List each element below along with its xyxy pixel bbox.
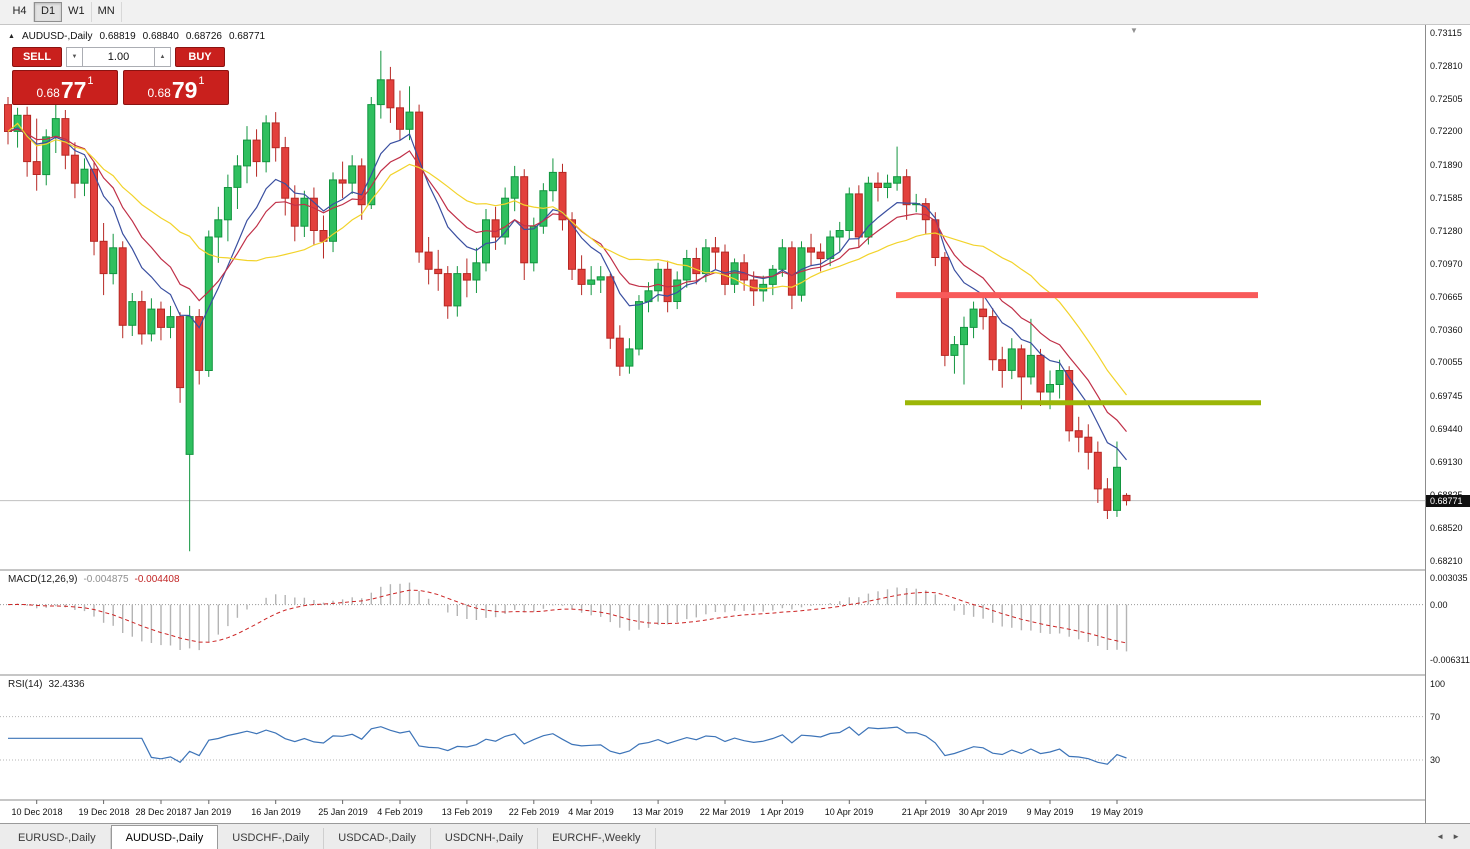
macd-header: MACD(12,26,9) -0.004875 -0.004408	[8, 574, 180, 585]
price-axis-label: 0.72200	[1430, 126, 1463, 137]
price-axis[interactable]: 0.73115 0.72810 0.72505 0.72200 0.71890 0.715…	[1425, 25, 1470, 823]
chart-tab-bar: EURUSD-,Daily AUDUSD-,Daily USDCHF-,Daily U…	[0, 823, 1470, 849]
chart-shift-marker-icon: ▼	[1130, 26, 1138, 35]
date-axis-label: 4 Mar 2019	[568, 807, 614, 817]
price-axis-label: 0.70970	[1430, 258, 1463, 269]
date-axis-label: 22 Feb 2019	[508, 807, 560, 817]
date-axis-label: 19 May 2019	[1090, 807, 1144, 817]
chart-tab-usdchf[interactable]: USDCHF-,Daily	[218, 828, 325, 849]
date-axis-label: 13 Feb 2019	[441, 807, 493, 817]
macd-axis-label: 0.003035	[1430, 573, 1468, 583]
date-axis-label: 7 Jan 2019	[186, 807, 232, 817]
price-axis-label: 0.71280	[1430, 225, 1463, 236]
timeframe-button-h4[interactable]: H4	[6, 2, 34, 22]
macd-main-value: -0.004875	[83, 574, 129, 585]
chart-tab-eurusd[interactable]: EURUSD-,Daily	[4, 828, 111, 849]
volume-decrease-icon[interactable]: ▼	[66, 47, 83, 67]
tab-scroll-arrows: ◄ ►	[1436, 832, 1470, 841]
buy-pipette: 1	[198, 75, 205, 87]
date-axis-label: 13 Mar 2019	[632, 807, 684, 817]
sell-big-figure: 0.68	[36, 86, 60, 100]
sell-button[interactable]: SELL	[12, 47, 62, 67]
chart-tab-eurchf[interactable]: EURCHF-,Weekly	[538, 828, 656, 849]
timeframe-button-d1[interactable]: D1	[34, 2, 63, 22]
buy-price-button[interactable]: 0.68 79 1	[123, 70, 229, 105]
price-axis-label: 0.70055	[1430, 357, 1463, 368]
macd-histogram	[16, 582, 1128, 652]
volume-input[interactable]	[83, 47, 154, 67]
symbol-marker-icon: ▲	[8, 33, 15, 40]
price-axis-label: 0.73115	[1430, 28, 1462, 38]
chart-window: ▲ AUDUSD-,Daily 0.68819 0.68840 0.68726 …	[0, 25, 1470, 823]
rsi-axis-label: 70	[1430, 711, 1441, 722]
chart-title: ▲ AUDUSD-,Daily 0.68819 0.68840 0.68726 …	[8, 31, 265, 42]
rsi-axis-label: 100	[1430, 679, 1446, 689]
ohlc-open: 0.68819	[99, 31, 136, 42]
date-axis-label: 1 Apr 2019	[760, 807, 804, 817]
macd-signal-line	[7, 589, 1127, 644]
rsi-value: 32.4336	[48, 679, 85, 690]
buy-button[interactable]: BUY	[175, 47, 225, 67]
date-axis-label: 30 Apr 2019	[958, 807, 1008, 817]
ohlc-high: 0.68840	[142, 31, 179, 42]
sell-price-button[interactable]: 0.68 77 1	[12, 70, 118, 105]
date-axis-label: 10 Apr 2019	[824, 807, 874, 817]
rsi-line	[8, 726, 1127, 765]
price-axis-label: 0.69440	[1430, 423, 1463, 434]
price-axis-label: 0.69745	[1430, 390, 1463, 401]
price-axis-label: 0.71585	[1430, 192, 1463, 203]
price-axis-label: 0.68825	[1430, 490, 1463, 500]
ma-lines-layer	[7, 122, 1127, 461]
sell-pipette: 1	[87, 75, 94, 87]
timeframe-button-w1[interactable]: W1	[62, 2, 92, 22]
date-axis-label: 9 May 2019	[1026, 807, 1074, 817]
candles-layer	[4, 50, 1131, 552]
macd-axis-label: -0.006311	[1430, 655, 1470, 665]
buy-pips: 79	[171, 77, 198, 104]
one-click-trading-panel: SELL ▼ ▲ BUY 0.68 77 1 0.68 79 1	[12, 47, 229, 105]
timeframe-button-mn[interactable]: MN	[92, 2, 122, 22]
price-axis-label: 0.68520	[1430, 522, 1463, 533]
date-axis-label: 4 Feb 2019	[377, 807, 423, 817]
rsi-name: RSI(14)	[8, 679, 43, 690]
price-axis-label: 0.72810	[1430, 60, 1463, 71]
buy-big-figure: 0.68	[147, 86, 171, 100]
top-toolbar: H4 D1 W1 MN	[0, 0, 1470, 25]
chart-symbol-period: AUDUSD-,Daily	[21, 31, 93, 42]
ohlc-low: 0.68726	[185, 31, 222, 42]
timeframe-buttons: H4 D1 W1 MN	[6, 2, 122, 22]
medium-ma-line	[7, 128, 1127, 432]
rsi-header: RSI(14) 32.4336	[8, 679, 85, 690]
date-axis-label: 22 Mar 2019	[699, 807, 751, 817]
date-axis-label: 19 Dec 2018	[78, 807, 130, 817]
sell-pips: 77	[60, 77, 87, 104]
chart-tab-usdcad[interactable]: USDCAD-,Daily	[324, 828, 431, 849]
price-axis-label: 0.68210	[1430, 556, 1463, 566]
current-price-tag: 0.68771	[1426, 495, 1470, 507]
date-axis-label: 10 Dec 2018	[11, 807, 63, 817]
price-axis-label: 0.71890	[1430, 159, 1463, 170]
date-axis-label: 16 Jan 2019	[251, 807, 301, 817]
volume-increase-icon[interactable]: ▲	[154, 47, 171, 67]
rsi-axis-label: 30	[1430, 754, 1441, 765]
slow-ma-line	[7, 122, 1127, 396]
tabs-scroll-left-icon[interactable]: ◄	[1436, 832, 1445, 841]
date-axis-label: 21 Apr 2019	[901, 807, 951, 817]
date-axis-label: 25 Jan 2019	[318, 807, 368, 817]
date-axis-label: 28 Dec 2018	[135, 807, 187, 817]
date-axis[interactable]: 10 Dec 2018 19 Dec 2018 28 Dec 2018 7 Jan 2…	[0, 800, 1425, 823]
tabs-scroll-right-icon[interactable]: ►	[1452, 832, 1460, 841]
price-axis-label: 0.72505	[1430, 93, 1463, 104]
macd-signal-value: -0.004408	[134, 574, 180, 585]
macd-axis-label: 0.00	[1430, 599, 1448, 610]
chart-tab-audusd[interactable]: AUDUSD-,Daily	[110, 825, 219, 849]
price-axis-label: 0.70665	[1430, 291, 1463, 302]
ohlc-close: 0.68771	[228, 31, 266, 42]
price-axis-label: 0.70360	[1430, 324, 1463, 335]
chart-canvas[interactable]	[0, 25, 1425, 822]
price-axis-label: 0.69130	[1430, 456, 1463, 467]
macd-name: MACD(12,26,9)	[8, 574, 78, 585]
chart-tab-usdcnh[interactable]: USDCNH-,Daily	[431, 828, 539, 849]
